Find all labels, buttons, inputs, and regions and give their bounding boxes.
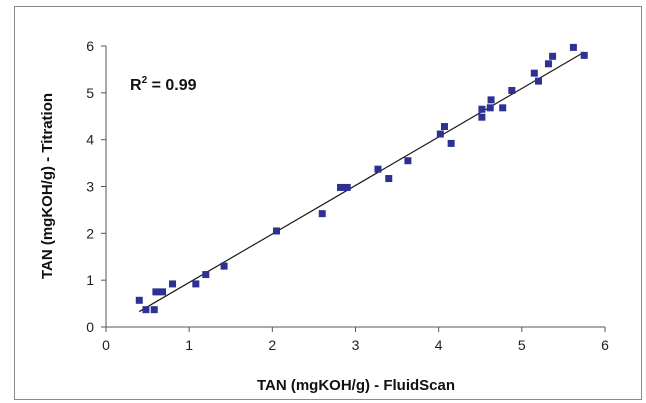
y-tick-label: 6 bbox=[86, 38, 94, 54]
x-tick-label: 2 bbox=[268, 337, 276, 353]
data-point bbox=[487, 96, 495, 104]
data-point bbox=[202, 271, 210, 279]
data-point bbox=[436, 130, 444, 138]
y-tick-label: 1 bbox=[86, 272, 94, 288]
data-point bbox=[135, 296, 143, 304]
data-point bbox=[318, 210, 326, 218]
data-point bbox=[544, 60, 552, 68]
data-point bbox=[580, 51, 588, 59]
x-axis-title: TAN (mgKOH/g) - FluidScan bbox=[257, 377, 455, 394]
data-point bbox=[337, 183, 345, 191]
data-points bbox=[135, 43, 588, 314]
data-point bbox=[447, 139, 455, 147]
x-tick-label: 6 bbox=[601, 337, 609, 353]
data-point bbox=[486, 104, 494, 112]
y-tick-label: 2 bbox=[86, 225, 94, 241]
data-point bbox=[169, 280, 177, 288]
data-point bbox=[374, 165, 382, 173]
data-point bbox=[192, 280, 200, 288]
data-point bbox=[534, 77, 542, 85]
data-point bbox=[385, 175, 393, 183]
data-point bbox=[159, 288, 167, 296]
y-axis-title: TAN (mgKOH/g) - Titration bbox=[39, 93, 56, 279]
x-tick-label: 5 bbox=[518, 337, 526, 353]
data-point bbox=[478, 105, 486, 113]
data-point bbox=[220, 262, 228, 270]
r-squared-annotation: R2 = 0.99 bbox=[130, 75, 197, 94]
data-point bbox=[343, 183, 351, 191]
data-point bbox=[404, 157, 412, 165]
y-tick-label: 4 bbox=[86, 132, 94, 148]
data-point bbox=[508, 86, 516, 94]
data-point bbox=[152, 288, 160, 296]
trendline bbox=[138, 51, 585, 313]
data-point bbox=[549, 52, 557, 60]
x-tick-label: 0 bbox=[102, 337, 110, 353]
data-point bbox=[272, 227, 280, 235]
axes: 0 1 2 3 4 5 6 0 1 2 3 4 5 6 bbox=[86, 38, 609, 353]
data-point bbox=[150, 306, 158, 314]
x-tick-label: 4 bbox=[435, 337, 443, 353]
data-point bbox=[142, 306, 150, 314]
data-point bbox=[478, 113, 486, 121]
data-point bbox=[569, 43, 577, 51]
x-tick-label: 3 bbox=[352, 337, 360, 353]
x-tick-label: 1 bbox=[185, 337, 193, 353]
y-tick-label: 5 bbox=[86, 85, 94, 101]
data-point bbox=[440, 123, 448, 131]
data-point bbox=[499, 104, 507, 112]
data-point bbox=[530, 69, 538, 77]
y-tick-label: 0 bbox=[86, 319, 94, 335]
y-tick-label: 3 bbox=[86, 179, 94, 195]
